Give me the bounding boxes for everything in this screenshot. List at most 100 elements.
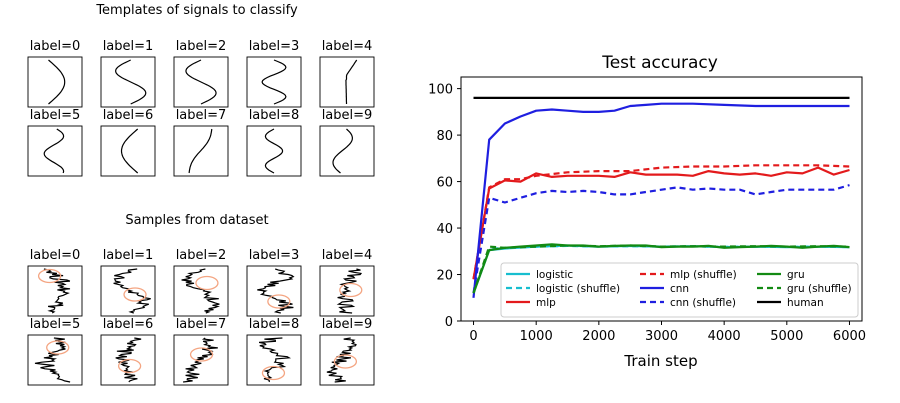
y-tick-label: 60 <box>436 176 453 191</box>
sample-7: label=7 <box>173 317 229 386</box>
sample-0: label=0 <box>27 248 83 317</box>
template-2: label=2 <box>173 39 229 108</box>
thumbnail-frame <box>100 125 156 177</box>
x-tick-label: 4000 <box>708 329 741 344</box>
x-tick-label: 1000 <box>520 329 553 344</box>
template-label-1: label=1 <box>103 39 154 54</box>
sample-6: label=6 <box>100 317 156 386</box>
sample-1: label=1 <box>100 248 156 317</box>
template-8: label=8 <box>246 108 302 177</box>
thumbnail-frame <box>246 125 302 177</box>
sample-label-9: label=9 <box>322 317 373 332</box>
signal-trace <box>181 268 220 314</box>
template-label-7: label=7 <box>176 108 227 123</box>
sample-label-0: label=0 <box>30 248 81 263</box>
x-axis-label: Train step <box>623 352 697 370</box>
thumbnail-frame <box>319 125 375 177</box>
highlight-circle <box>117 358 142 374</box>
sample-label-4: label=4 <box>322 248 373 263</box>
signal-trace <box>258 337 292 383</box>
template-1: label=1 <box>100 39 156 108</box>
signal-trace <box>113 268 151 314</box>
sample-9: label=9 <box>319 317 375 386</box>
x-tick-label: 0 <box>469 329 477 344</box>
samples-title: Samples from dataset <box>125 213 268 228</box>
highlight-circle <box>195 275 219 291</box>
legend: logistic logistic (shuffle) mlp mlp (shuffl… <box>500 262 859 318</box>
thumbnail-frame <box>27 56 83 108</box>
y-tick-label: 40 <box>436 222 453 237</box>
highlight-circle <box>339 282 363 298</box>
thumbnail-frame <box>173 334 229 386</box>
legend-label: cnn (shuffle) <box>670 297 736 309</box>
template-6: label=6 <box>100 108 156 177</box>
thumbnail-frame <box>27 334 83 386</box>
signal-trace <box>120 128 139 174</box>
highlight-circle <box>333 354 358 369</box>
signal-trace <box>257 268 295 314</box>
signal-trace <box>326 337 357 383</box>
sample-2: label=2 <box>173 248 229 317</box>
signal-trace <box>332 128 354 174</box>
thumbnail-frame <box>246 56 302 108</box>
legend-label: human <box>787 297 824 309</box>
legend-label: mlp <box>536 297 556 309</box>
signal-panel: Templates of signals to classify label=0… <box>27 3 375 386</box>
template-label-5: label=5 <box>30 108 81 123</box>
series-cnn-shuffle <box>472 184 850 294</box>
legend-label: gru (shuffle) <box>787 283 852 295</box>
highlight-circle <box>37 268 62 284</box>
sample-label-1: label=1 <box>103 248 154 263</box>
samples-grid: label=0 label=1 label=2 label=3 label=4 label… <box>27 248 375 386</box>
x-tick-label: 2000 <box>582 329 615 344</box>
sample-8: label=8 <box>246 317 302 386</box>
signal-trace <box>185 59 217 105</box>
series-gru-shuffle <box>472 244 850 294</box>
x-tick-label: 5000 <box>770 329 803 344</box>
template-label-9: label=9 <box>322 108 373 123</box>
templates-title: Templates of signals to classify <box>95 3 298 18</box>
template-label-4: label=4 <box>322 39 373 54</box>
sample-label-8: label=8 <box>249 317 300 332</box>
x-tick-label: 6000 <box>833 329 866 344</box>
sample-label-2: label=2 <box>176 248 227 263</box>
template-9: label=9 <box>319 108 375 177</box>
template-label-0: label=0 <box>30 39 81 54</box>
highlight-circle <box>189 347 214 362</box>
axis-ticks: 0 1000 2000 3000 4000 5000 6000 0 20 40 60 80 100 <box>428 83 866 344</box>
x-tick-label: 3000 <box>645 329 678 344</box>
legend-label: mlp (shuffle) <box>670 269 737 281</box>
highlight-circle <box>267 294 291 309</box>
legend-label: cnn <box>670 283 689 295</box>
sample-3: label=3 <box>246 248 302 317</box>
signal-trace <box>115 59 147 105</box>
template-label-2: label=2 <box>176 39 227 54</box>
template-3: label=3 <box>246 39 302 108</box>
highlight-circle <box>261 365 286 381</box>
thumbnail-frame <box>173 265 229 317</box>
template-4: label=4 <box>319 39 375 108</box>
chart-title: Test accuracy <box>601 53 718 73</box>
thumbnail-frame <box>100 265 156 317</box>
y-tick-label: 80 <box>436 129 453 144</box>
signal-trace <box>188 128 213 174</box>
legend-label: gru <box>787 269 805 281</box>
series-mlp-shuffle <box>472 164 850 280</box>
sample-label-3: label=3 <box>249 248 300 263</box>
thumbnail-frame <box>246 334 302 386</box>
signal-trace <box>43 128 65 174</box>
sample-label-5: label=5 <box>30 317 81 332</box>
series-lines <box>472 96 850 298</box>
highlight-circle <box>46 340 70 355</box>
thumbnail-frame <box>319 334 375 386</box>
thumbnail-frame <box>246 265 302 317</box>
accuracy-chart: Test accuracy 0 1000 2000 3000 4000 5000 60000… <box>428 53 866 370</box>
signal-trace <box>48 59 66 105</box>
signal-trace <box>264 128 284 174</box>
templates-grid: label=0 label=1 label=2 label=3 label=4 label… <box>27 39 375 177</box>
sample-4: label=4 <box>319 248 375 317</box>
template-7: label=7 <box>173 108 229 177</box>
sample-label-6: label=6 <box>103 317 154 332</box>
signal-trace <box>261 59 287 105</box>
highlight-circle <box>123 287 147 302</box>
